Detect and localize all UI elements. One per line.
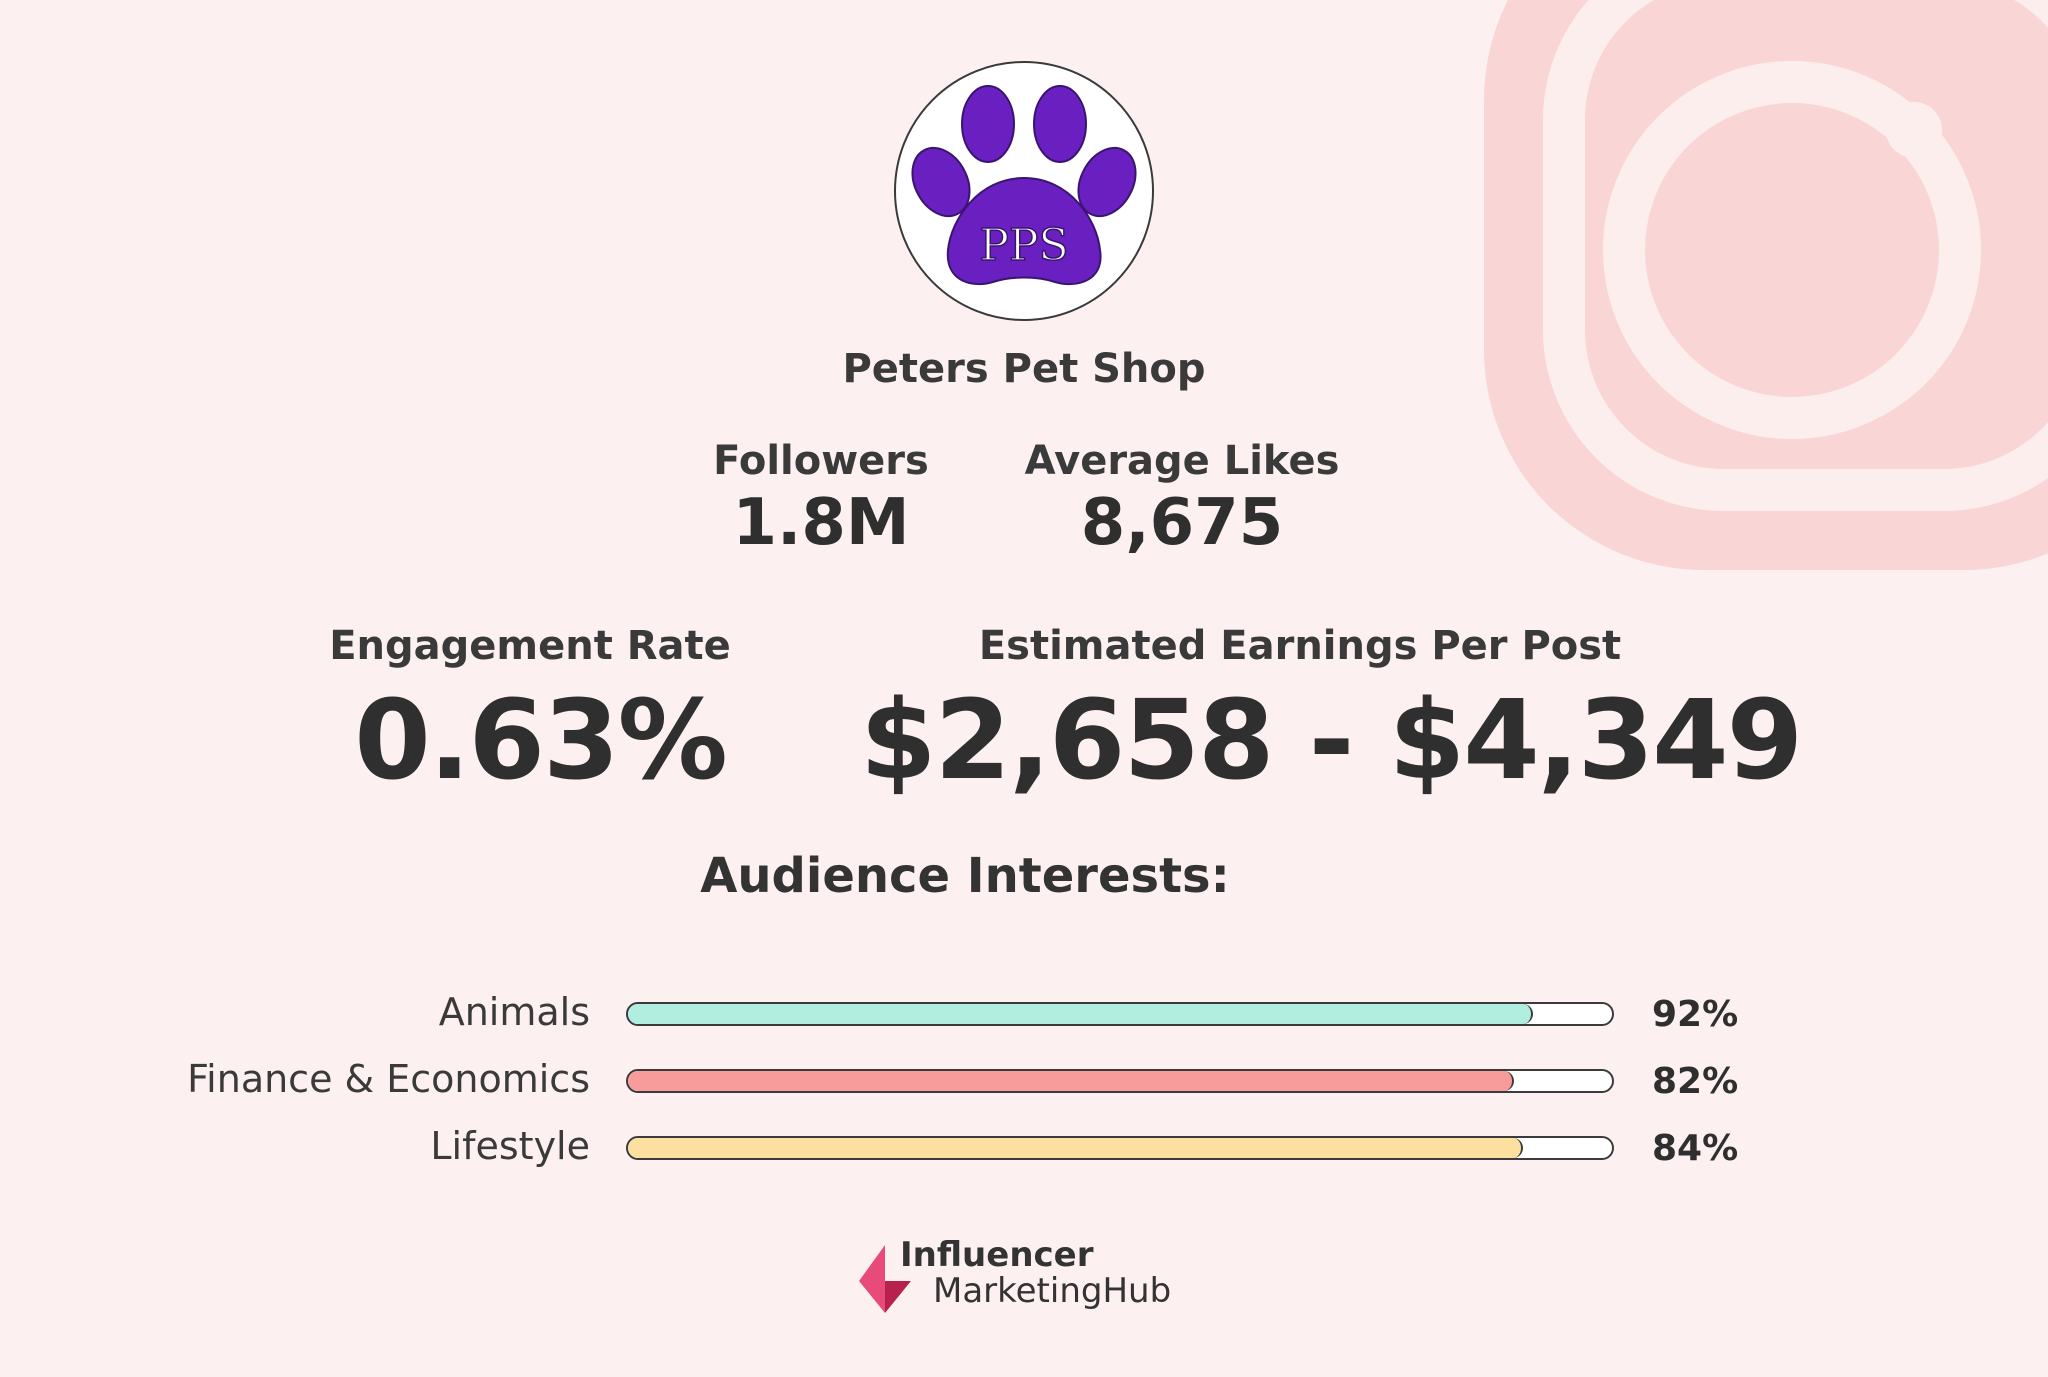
- logo-text: PPS: [979, 220, 1068, 271]
- brand-name-line2: MarketingHub: [933, 1271, 1172, 1311]
- paw-icon: [911, 85, 1137, 286]
- engagement-rate-label: Engagement Rate: [329, 623, 731, 669]
- earnings-label: Estimated Earnings Per Post: [978, 623, 1622, 669]
- average-likes-value: 8,675: [1080, 486, 1284, 560]
- earnings-value: $2,658 - $4,349: [860, 676, 1803, 804]
- interest-percent: 92%: [1652, 994, 1739, 1035]
- average-likes-label: Average Likes: [1024, 438, 1340, 484]
- interest-row-animals: Animals 92%: [0, 990, 2048, 1050]
- interest-label: Lifestyle: [430, 1124, 590, 1168]
- interest-bar-fill: [628, 1004, 1534, 1024]
- interest-bar-fill: [628, 1138, 1524, 1158]
- interest-label: Finance & Economics: [187, 1057, 590, 1101]
- interest-percent: 82%: [1652, 1061, 1739, 1102]
- interest-percent: 84%: [1652, 1128, 1739, 1169]
- audience-interests-title: Audience Interests:: [700, 848, 1230, 904]
- interest-bar-track: [626, 1069, 1614, 1093]
- engagement-rate-value: 0.63%: [354, 676, 728, 804]
- profile-name: Peters Pet Shop: [842, 346, 1206, 392]
- interest-row-finance: Finance & Economics 82%: [0, 1057, 2048, 1117]
- brand-name-line1: Influencer: [900, 1235, 1094, 1275]
- interest-label: Animals: [438, 990, 590, 1034]
- interest-bar-track: [626, 1002, 1614, 1026]
- interest-bar-fill: [628, 1071, 1514, 1091]
- interest-bar-track: [626, 1136, 1614, 1160]
- brand-mark-icon: [859, 1245, 911, 1313]
- brand-logo: Influencer MarketingHub: [855, 1235, 1205, 1315]
- followers-value: 1.8M: [732, 486, 910, 560]
- interest-row-lifestyle: Lifestyle 84%: [0, 1124, 2048, 1184]
- followers-label: Followers: [713, 438, 929, 484]
- profile-avatar: PPS: [894, 61, 1154, 321]
